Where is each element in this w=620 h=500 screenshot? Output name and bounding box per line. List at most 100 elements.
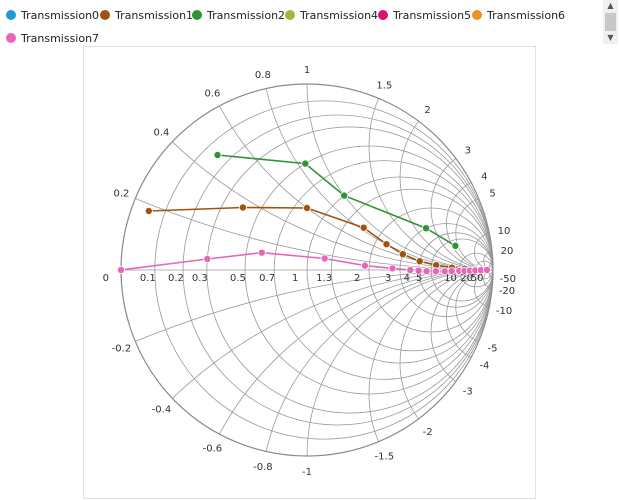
reactance-label: -1 [302,467,312,478]
resistance-label: 2 [354,273,360,284]
down-arrow-icon[interactable]: ▼ [607,33,614,42]
reactance-label: 5 [489,189,495,200]
legend-item-transmission2[interactable]: Transmission2 [192,7,285,23]
resistance-label: 0.1 [140,273,156,284]
reactance-circle [483,251,493,271]
resistance-label: 3 [385,273,391,284]
resistance-label: 0.2 [168,273,184,284]
reactance-label: 2 [424,105,430,116]
reactance-label: 1 [304,65,310,76]
legend-item-transmission6[interactable]: Transmission6 [472,7,565,23]
reactance-circle [306,84,493,271]
legend-marker [6,10,16,20]
reactance-circle [446,176,493,271]
data-point [398,250,407,259]
data-point [359,223,368,232]
data-point [257,248,266,257]
reactance-label: 0.2 [114,189,130,200]
reactance-label: -2 [423,427,433,438]
data-point [117,265,126,274]
data-point [144,206,153,215]
resistance-label: 20 [460,273,473,284]
legend-item-transmission5[interactable]: Transmission5 [378,7,471,23]
legend-label: Transmission5 [393,8,472,22]
up-arrow-icon[interactable]: ▲ [607,1,614,10]
reactance-label: -5 [488,343,498,354]
reactance-label: 0.6 [204,89,220,100]
reactance-label: -0.6 [203,443,223,454]
data-point [431,267,440,276]
legend-label: Transmission1 [115,8,194,22]
data-point [320,254,329,263]
data-point [415,257,424,266]
data-point [213,150,222,159]
legend-marker [285,10,295,20]
reactance-circle [182,269,493,456]
reactance-circle [121,269,493,456]
reactance-label: 0.4 [153,127,169,138]
data-point [238,203,247,212]
reactance-label: -10 [496,306,512,317]
reactance-label: 20 [501,246,514,257]
legend-item-transmission0[interactable]: Transmission0 [6,7,99,23]
legend: Transmission0 Transmission1 Transmission2 T… [0,0,600,46]
data-point [451,241,460,250]
legend-item-transmission1[interactable]: Transmission1 [100,7,193,23]
reactance-label: -0.2 [112,343,132,354]
reactance-label: 0.8 [255,70,271,81]
data-point [382,240,391,249]
data-point [422,267,431,276]
data-point [422,224,431,233]
reactance-label: -50 [500,274,516,285]
data-point [388,264,397,273]
resistance-label: 0.5 [230,273,246,284]
data-point [203,254,212,263]
reactance-circle [399,84,493,271]
resistance-label: 4 [404,273,410,284]
legend-label: Transmission4 [300,8,379,22]
reactance-label: 10 [498,226,511,237]
reactance-label: 1.5 [376,80,392,91]
reactance-label: -1.5 [375,452,395,463]
legend-label: Transmission2 [207,8,286,22]
reactance-circle [368,84,493,271]
data-point [302,203,311,212]
resistance-label: 0 [103,273,109,284]
data-point [340,191,349,200]
legend-marker [6,33,16,43]
data-point [440,267,449,276]
legend-item-transmission7[interactable]: Transmission7 [6,30,99,46]
legend-scrollbar[interactable]: ▲ ▼ [603,0,618,44]
data-point [414,266,423,275]
reactance-label: 4 [481,171,487,182]
reactance-label: -3 [463,387,473,398]
reactance-circle [483,269,493,290]
data-point [447,267,456,276]
reactance-label: -0.4 [152,405,172,416]
legend-marker [378,10,388,20]
reactance-circle [399,269,493,456]
legend-item-transmission4[interactable]: Transmission4 [285,7,378,23]
resistance-label: 0.3 [192,273,208,284]
resistance-label: 1.3 [316,273,332,284]
reactance-label: -0.8 [253,462,273,473]
reactance-circle [430,269,493,395]
resistance-label: 10 [444,273,457,284]
resistance-label: 1 [292,273,298,284]
reactance-label: -20 [499,286,515,297]
reactance-circle [260,269,493,456]
legend-label: Transmission0 [21,8,100,22]
legend-marker [472,10,482,20]
data-point [482,265,491,274]
reactance-circle [121,84,493,271]
legend-label: Transmission6 [487,8,566,22]
resistance-label: 0.7 [259,273,275,284]
reactance-circle [446,269,493,364]
data-point [406,265,415,274]
reactance-circle [306,269,493,456]
scroll-thumb[interactable] [605,13,616,31]
reactance-circle [430,145,493,271]
resistance-label: 5 [416,273,422,284]
legend-marker [100,10,110,20]
